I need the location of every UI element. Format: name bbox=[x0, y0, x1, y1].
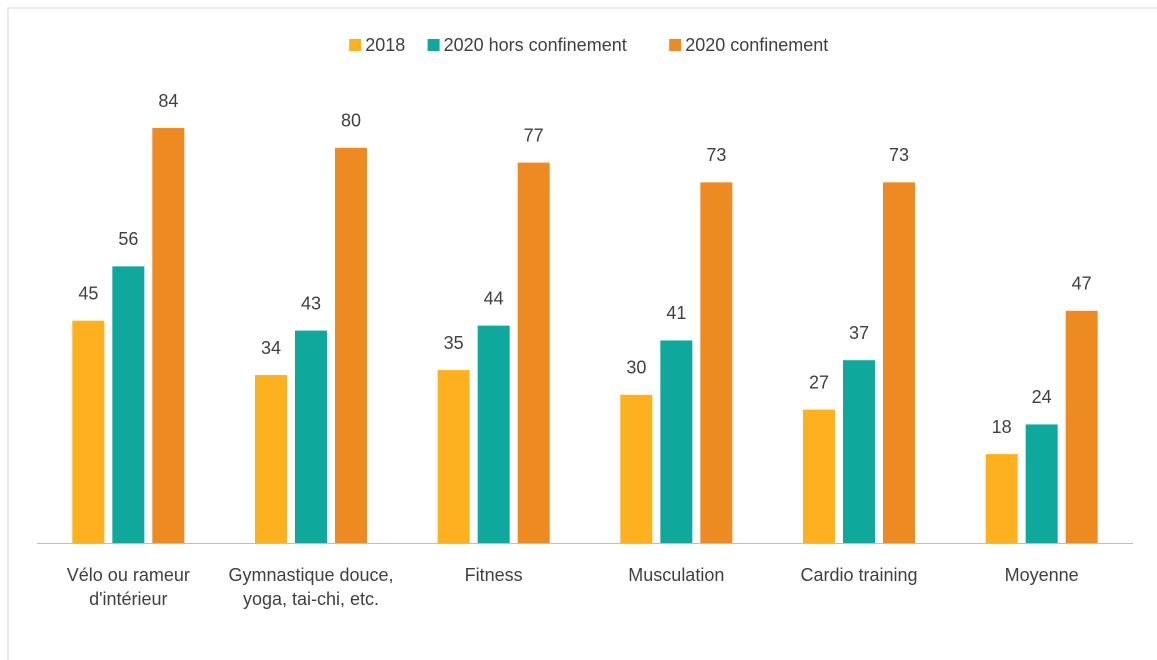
value-label: 44 bbox=[484, 288, 504, 308]
value-label: 73 bbox=[889, 145, 909, 165]
value-label: 34 bbox=[261, 338, 281, 358]
bar bbox=[477, 325, 510, 543]
x-tick-label: Moyenne bbox=[1004, 565, 1079, 585]
bar bbox=[700, 182, 733, 543]
bar bbox=[883, 182, 915, 543]
value-label: 27 bbox=[809, 372, 829, 392]
legend-swatch bbox=[349, 39, 362, 51]
legend-swatch bbox=[427, 39, 440, 51]
value-label: 47 bbox=[1072, 274, 1092, 294]
value-label: 73 bbox=[706, 145, 726, 165]
chart-border bbox=[7, 7, 1157, 660]
bar bbox=[803, 409, 835, 543]
legend-swatch bbox=[669, 39, 682, 51]
value-label: 18 bbox=[992, 417, 1012, 437]
value-label: 80 bbox=[341, 111, 361, 131]
legend-label: 2020 confinement bbox=[685, 35, 828, 55]
value-label: 43 bbox=[301, 293, 321, 313]
x-tick-label: Fitness bbox=[464, 565, 523, 585]
value-label: 77 bbox=[524, 125, 544, 145]
value-label: 56 bbox=[118, 229, 138, 249]
bar bbox=[620, 394, 653, 543]
bar bbox=[843, 360, 875, 543]
bar bbox=[335, 147, 367, 544]
legend-label: 2018 bbox=[365, 35, 405, 55]
value-label: 30 bbox=[626, 358, 646, 378]
bar bbox=[1025, 424, 1058, 543]
bar bbox=[1065, 310, 1098, 543]
x-tick-label: Cardio training bbox=[800, 565, 918, 585]
x-tick-label: Gymnastique douce, yoga, tai-chi, etc. bbox=[228, 565, 394, 609]
value-label: 24 bbox=[1032, 387, 1052, 407]
bar bbox=[437, 370, 470, 543]
legend-label: 2020 hors confinement bbox=[444, 35, 627, 55]
x-tick-label: Musculation bbox=[628, 565, 725, 585]
bar bbox=[985, 454, 1018, 543]
value-label: 35 bbox=[444, 333, 464, 353]
bar bbox=[517, 162, 550, 543]
value-label: 45 bbox=[78, 283, 98, 303]
value-label: 37 bbox=[849, 323, 869, 343]
bar bbox=[112, 266, 145, 543]
value-label: 41 bbox=[666, 303, 686, 323]
bar bbox=[295, 330, 327, 543]
bar bbox=[660, 340, 693, 543]
value-label: 84 bbox=[158, 91, 178, 111]
x-tick-label: Vélo ou rameur d'intérieur bbox=[66, 565, 190, 609]
bar bbox=[72, 320, 105, 543]
bar bbox=[152, 128, 185, 544]
bar bbox=[255, 375, 287, 543]
